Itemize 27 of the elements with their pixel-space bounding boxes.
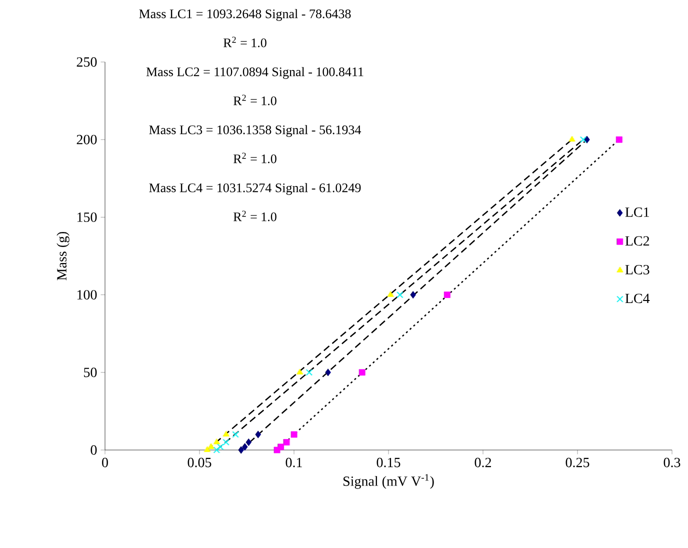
text: Mass LC1 = 1093.2648 Signal - 78.6438: [139, 9, 351, 21]
annotation: Mass LC4 = 1031.5274 Signal - 61.0249: [149, 183, 361, 195]
x-axis-title: Signal (mV V$^{-1}$): [344, 474, 434, 489]
y-axis-title: Mass (g): [56, 232, 70, 280]
legend-label: LC3: [625, 264, 650, 274]
legend-label: LC4: [625, 294, 650, 304]
y-tick-label: 150: [77, 212, 97, 222]
x-tick-label: 0.25: [566, 458, 590, 468]
annotation: Mass LC3 = 1036.1358 Signal - 56.1934: [149, 125, 362, 137]
legend-label: LC2: [625, 236, 650, 246]
x-tick-label: 0.15: [376, 458, 400, 468]
y-tick-label: 200: [76, 134, 97, 144]
x-tick-label: 0.05: [188, 458, 212, 468]
y-tick-label: 50: [84, 368, 97, 378]
annotation: R$^{2}$ = 1.0: [233, 210, 276, 222]
annotation: Mass LC2 = 1107.0894 Signal - 100.8411: [146, 67, 364, 79]
annotation: R$^{2}$ = 1.0: [233, 94, 276, 106]
x-tick-label: 0: [102, 458, 108, 468]
annotation: R$^{2}$ = 1.0: [233, 152, 276, 164]
legend-label: LC1: [625, 207, 649, 217]
x-tick-label: 0.2: [474, 458, 491, 468]
text: R$^{2}$ = 1.0: [223, 36, 266, 48]
x-tick-label: 0.1: [286, 458, 302, 468]
y-tick-label: 100: [77, 290, 97, 300]
x-tick-label: 0.3: [664, 458, 680, 468]
y-tick-label: 250: [76, 57, 97, 67]
y-tick-label: 0: [90, 445, 97, 455]
